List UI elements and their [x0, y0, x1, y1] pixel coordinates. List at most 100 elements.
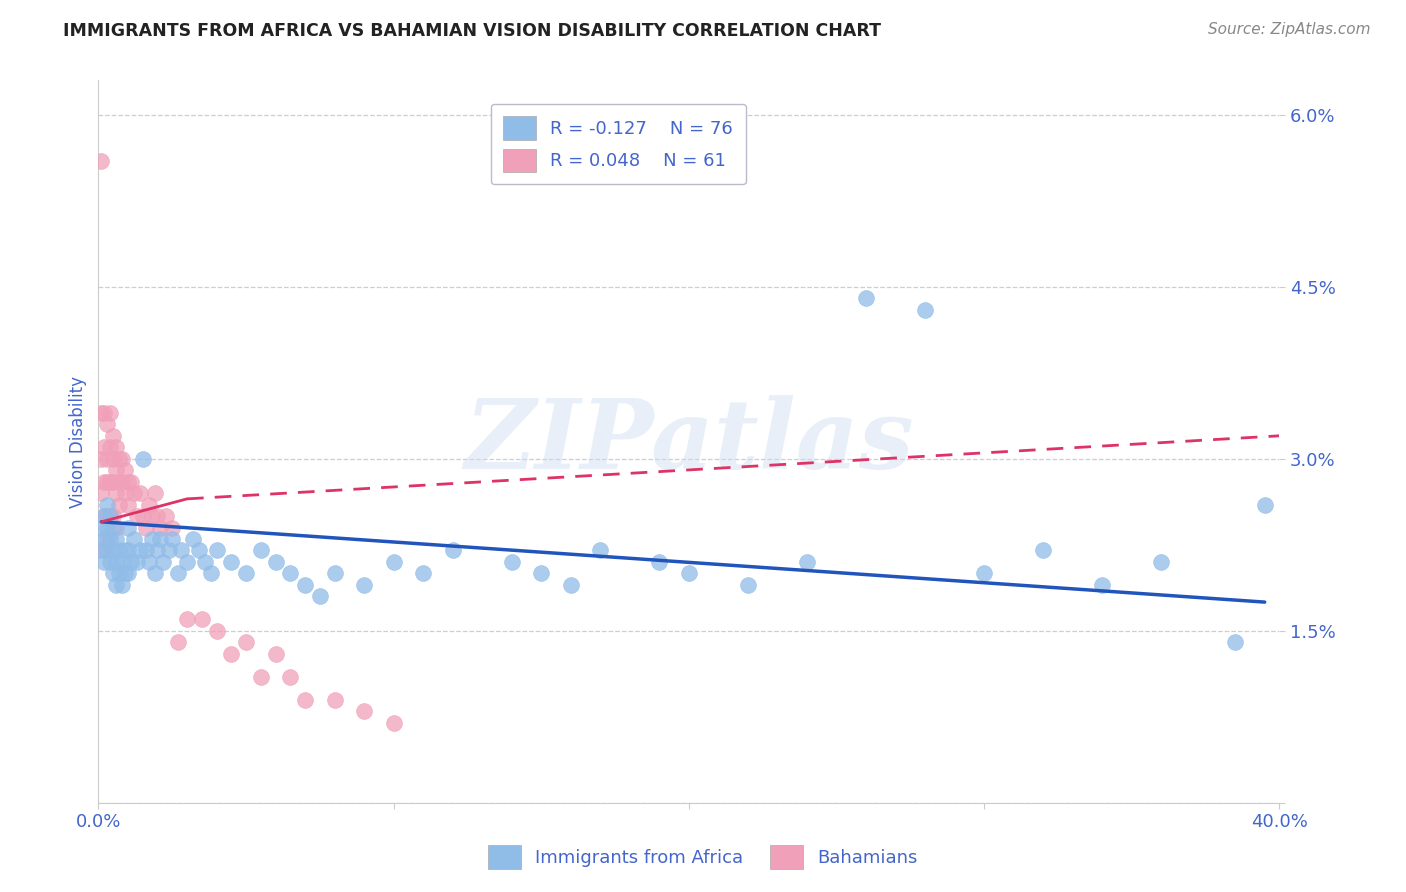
Point: [264, 647, 287, 661]
Point: [264, 555, 287, 569]
Point: [280, 670, 302, 684]
Point: [138, 498, 160, 512]
Point: [323, 566, 346, 581]
Point: [90, 451, 112, 466]
Point: [235, 635, 257, 649]
Point: [105, 520, 128, 534]
Point: [117, 498, 139, 512]
Text: ZIPatlas: ZIPatlas: [464, 394, 914, 489]
Point: [205, 624, 228, 638]
Point: [162, 520, 183, 534]
Point: [93, 509, 115, 524]
Point: [530, 566, 553, 581]
Point: [108, 451, 131, 466]
Point: [90, 543, 112, 558]
Point: [125, 555, 148, 569]
Point: [162, 532, 183, 546]
Point: [111, 451, 134, 466]
Point: [117, 543, 139, 558]
Point: [157, 543, 180, 558]
Point: [1225, 635, 1247, 649]
Point: [176, 612, 198, 626]
Point: [90, 406, 112, 420]
Point: [914, 302, 936, 317]
Point: [221, 555, 243, 569]
Point: [143, 486, 166, 500]
Point: [114, 543, 136, 558]
Point: [149, 532, 172, 546]
Point: [135, 520, 157, 534]
Point: [96, 475, 118, 489]
Point: [122, 532, 145, 546]
Point: [125, 509, 148, 524]
Point: [108, 498, 131, 512]
Point: [855, 291, 877, 305]
Point: [143, 566, 166, 581]
Point: [96, 520, 118, 534]
Point: [235, 566, 257, 581]
Point: [221, 647, 243, 661]
Point: [294, 692, 316, 706]
Point: [103, 429, 125, 443]
Point: [205, 543, 228, 558]
Point: [98, 406, 121, 420]
Point: [103, 566, 125, 581]
Point: [105, 486, 128, 500]
Point: [103, 451, 125, 466]
Point: [90, 520, 112, 534]
Point: [117, 566, 139, 581]
Point: [167, 635, 190, 649]
Point: [93, 406, 115, 420]
Point: [181, 532, 204, 546]
Point: [589, 543, 612, 558]
Text: Source: ZipAtlas.com: Source: ZipAtlas.com: [1208, 22, 1371, 37]
Point: [93, 532, 115, 546]
Point: [117, 520, 139, 534]
Point: [194, 555, 217, 569]
Point: [382, 715, 405, 730]
Point: [98, 509, 121, 524]
Point: [176, 555, 198, 569]
Point: [170, 543, 193, 558]
Point: [90, 153, 112, 168]
Point: [105, 463, 128, 477]
Point: [141, 532, 163, 546]
Point: [96, 498, 118, 512]
Point: [93, 543, 115, 558]
Point: [152, 555, 174, 569]
Point: [1091, 578, 1114, 592]
Point: [1032, 543, 1054, 558]
Point: [105, 440, 128, 454]
Point: [128, 486, 150, 500]
Point: [103, 475, 125, 489]
Point: [111, 475, 134, 489]
Point: [412, 566, 434, 581]
Point: [93, 475, 115, 489]
Point: [560, 578, 582, 592]
Point: [191, 612, 214, 626]
Point: [796, 555, 818, 569]
Point: [90, 486, 112, 500]
Point: [1150, 555, 1173, 569]
Point: [105, 532, 128, 546]
Point: [678, 566, 700, 581]
Point: [96, 417, 118, 432]
Text: IMMIGRANTS FROM AFRICA VS BAHAMIAN VISION DISABILITY CORRELATION CHART: IMMIGRANTS FROM AFRICA VS BAHAMIAN VISIO…: [63, 22, 882, 40]
Point: [132, 451, 155, 466]
Point: [98, 509, 121, 524]
Point: [98, 555, 121, 569]
Point: [149, 520, 172, 534]
Point: [96, 532, 118, 546]
Point: [93, 440, 115, 454]
Point: [737, 578, 759, 592]
Point: [96, 509, 118, 524]
Point: [353, 704, 375, 718]
Point: [135, 543, 157, 558]
Point: [250, 670, 273, 684]
Point: [114, 486, 136, 500]
Point: [382, 555, 405, 569]
Point: [103, 509, 125, 524]
Point: [138, 555, 160, 569]
Point: [200, 566, 222, 581]
Point: [105, 578, 128, 592]
